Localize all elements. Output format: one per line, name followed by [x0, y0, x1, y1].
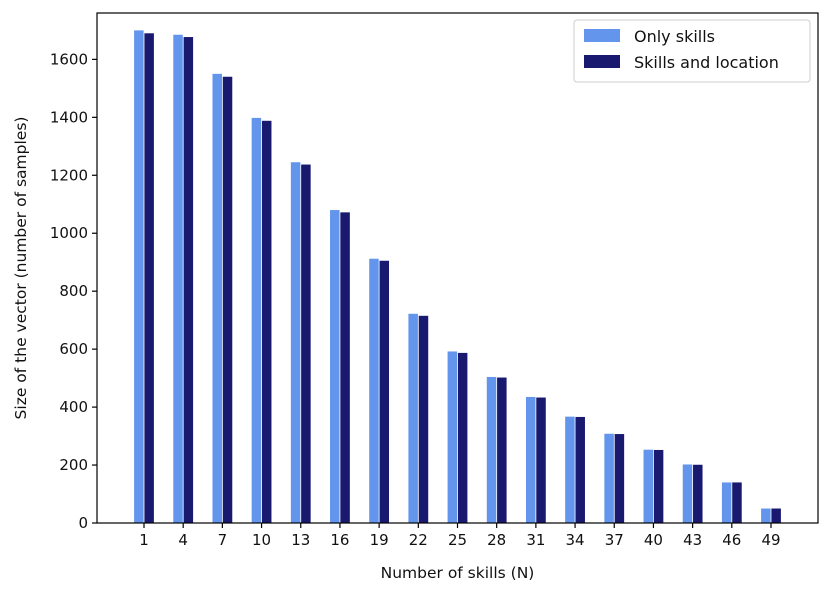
bar-skills-and-location [693, 464, 703, 523]
bar-skills-and-location [771, 508, 781, 523]
bar-only-skills [486, 376, 497, 523]
legend: Only skills Skills and location [573, 19, 811, 83]
x-tick-label: 25 [448, 531, 467, 549]
x-axis-label: Number of skills (N) [381, 564, 535, 582]
bar-skills-and-location [653, 449, 664, 523]
y-tick-label: 200 [59, 456, 88, 474]
bar-skills-and-location [575, 416, 585, 523]
y-tick-label: 400 [59, 398, 88, 416]
bar-skills-and-location [536, 397, 546, 523]
y-tick-label: 1000 [50, 224, 88, 242]
bar-skills-and-location [340, 212, 350, 523]
x-axis-ticks: 1 4 7 10 13 16 19 22 25 28 31 34 37 40 43 46 49 [139, 523, 781, 549]
x-tick-label: 31 [526, 531, 545, 549]
bar-only-skills [525, 396, 536, 523]
x-tick-label: 46 [722, 531, 741, 549]
plot-frame [96, 12, 819, 524]
x-tick-label: 49 [761, 531, 780, 549]
legend-label-only-skills: Only skills [634, 27, 715, 46]
bar-only-skills [604, 433, 614, 523]
y-tick-label: 0 [78, 514, 88, 532]
bar-only-skills [290, 162, 301, 523]
bar-skills-and-location [379, 260, 390, 523]
y-tick-label: 600 [59, 340, 88, 358]
x-tick-label: 40 [644, 531, 663, 549]
y-axis-ticks: 0 200 400 600 800 1000 1200 1400 1600 [50, 50, 97, 532]
bar-only-skills [721, 482, 732, 523]
x-tick-label: 19 [370, 531, 389, 549]
x-tick-label: 1 [139, 531, 149, 549]
bar-skills-and-location [222, 76, 233, 523]
x-tick-label: 43 [683, 531, 702, 549]
x-tick-label: 34 [566, 531, 585, 549]
legend-swatch-skills-and-location [584, 55, 620, 68]
x-tick-label: 28 [487, 531, 506, 549]
x-tick-label: 10 [252, 531, 271, 549]
bar-skills-and-location [614, 434, 625, 523]
bars [134, 30, 781, 524]
y-tick-label: 1200 [50, 166, 88, 184]
bar-skills-and-location [732, 482, 742, 523]
bar-only-skills [212, 73, 222, 524]
bar-only-skills [682, 464, 693, 523]
bar-skills-and-location [301, 164, 311, 523]
y-tick-label: 1600 [50, 50, 88, 68]
bar-only-skills [408, 313, 418, 523]
bar-only-skills [330, 210, 340, 523]
legend-swatch-only-skills [584, 29, 620, 42]
bar-skills-and-location [144, 33, 154, 524]
x-tick-label: 22 [409, 531, 428, 549]
bar-only-skills [761, 508, 771, 523]
x-tick-label: 13 [291, 531, 310, 549]
legend-label-skills-and-location: Skills and location [634, 53, 779, 72]
bar-only-skills [643, 449, 654, 523]
bar-skills-and-location [261, 120, 272, 523]
y-tick-label: 800 [59, 282, 88, 300]
y-axis-label: Size of the vector (number of samples) [12, 117, 30, 420]
bar-only-skills [173, 34, 183, 523]
bar-only-skills [447, 351, 458, 523]
bar-skills-and-location [497, 377, 507, 523]
legend-box [573, 19, 811, 83]
x-tick-label: 16 [330, 531, 349, 549]
y-tick-label: 1400 [50, 108, 88, 126]
bar-skills-and-location [418, 315, 429, 523]
bar-only-skills [565, 416, 575, 523]
bar-skills-and-location [183, 37, 194, 523]
x-tick-label: 37 [605, 531, 624, 549]
bar-skills-and-location [457, 352, 468, 523]
bar-only-skills [134, 30, 144, 524]
bar-only-skills [369, 258, 379, 523]
x-tick-label: 7 [218, 531, 228, 549]
x-tick-label: 4 [178, 531, 188, 549]
bar-only-skills [251, 117, 262, 523]
